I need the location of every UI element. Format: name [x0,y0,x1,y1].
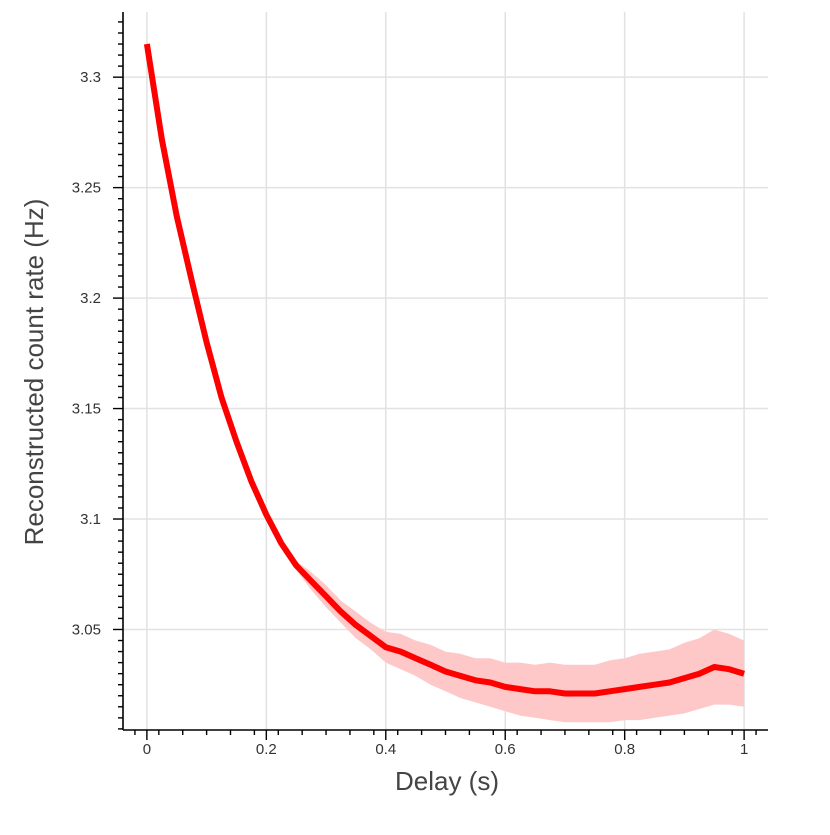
y-tick-label-4: 3.25 [72,180,101,197]
x-tick-label-0: 0 [143,741,151,758]
x-tick-label-2: 0.4 [375,741,396,758]
uncertainty-band-layer [146,39,745,723]
y-tick-label-0: 3.05 [72,621,101,638]
tick-labels: 0 0.2 0.4 0.6 0.8 1 3.05 3.1 3.15 3.2 3.25 3.3 [72,69,748,758]
grid-lines [123,12,768,730]
tick-marks [113,21,757,740]
series-line-layer [143,43,745,697]
y-tick-label-3: 3.2 [80,290,101,307]
series-line-0 [143,43,745,697]
y-tick-label-1: 3.1 [80,511,101,528]
y-tick-label-5: 3.3 [80,69,101,86]
x-tick-label-3: 0.6 [495,741,516,758]
x-tick-label-5: 1 [740,741,748,758]
x-axis-label: Delay (s) [395,766,499,796]
uncertainty-band-0 [146,39,745,723]
axes [122,12,768,731]
y-axis-label: Reconstructed count rate (Hz) [19,199,49,546]
x-tick-label-4: 0.8 [614,741,635,758]
x-tick-label-1: 0.2 [256,741,277,758]
y-tick-label-2: 3.15 [72,401,101,418]
